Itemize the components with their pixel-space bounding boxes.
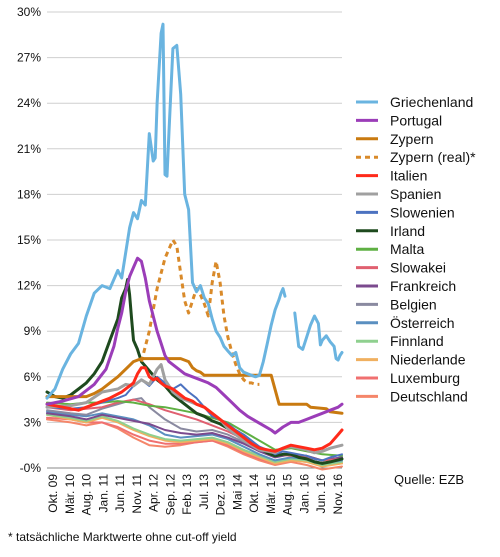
x-tick-label: Okt. 14 — [247, 474, 261, 513]
legend-label: Spanien — [390, 186, 441, 202]
legend-label: Deutschland — [390, 388, 468, 404]
series-line-irland — [45, 278, 344, 465]
legend-label: Malta — [390, 241, 424, 257]
legend-label: Italien — [390, 168, 427, 184]
y-tick-label: 3% — [24, 415, 42, 429]
x-tick-label: Jan. 16 — [297, 474, 311, 514]
series-line-slowakei — [46, 398, 343, 462]
legend-label: Slowakei — [390, 260, 446, 276]
x-tick-label: Jun. 11 — [113, 474, 127, 513]
series-line-niederlande — [46, 413, 343, 468]
y-tick-label: 9% — [24, 324, 42, 338]
y-tick-label: 24% — [17, 96, 41, 110]
series-line-portugal — [45, 256, 344, 435]
legend-label: Frankreich — [390, 278, 456, 294]
legend-label: Zypern (real)* — [390, 149, 476, 165]
x-tick-label: Aug. 10 — [80, 474, 94, 516]
y-tick-label: 15% — [17, 233, 41, 247]
footnote: * tatsächliche Marktwerte ohne cut-off y… — [8, 530, 237, 544]
legend-label: Zypern — [390, 131, 434, 147]
series-line-griechenland — [45, 22, 287, 400]
legend-label: Griechenland — [390, 94, 473, 110]
x-tick-label: Aug. 15 — [281, 474, 295, 516]
legend-label: Irland — [390, 223, 425, 239]
legend-label: Slowenien — [390, 204, 455, 220]
x-tick-label: Nov. 16 — [331, 474, 345, 515]
legend-label: Finnland — [390, 333, 444, 349]
y-tick-label: -0% — [20, 461, 42, 475]
chart-legend: Griechenland Portugal Zypern Zypern (real)*… — [356, 94, 476, 404]
y-axis-ticks: -0% 3% 6% 9% 12% 15% 18% 21% 24% 27% 30% — [17, 5, 41, 475]
legend-label: Belgien — [390, 296, 437, 312]
legend-label: Österreich — [390, 314, 455, 331]
x-tick-label: Mai 14 — [230, 474, 244, 510]
x-tick-label: Mär. 10 — [63, 474, 77, 514]
y-tick-label: 18% — [17, 187, 41, 201]
x-tick-label: Apr. 12 — [147, 474, 161, 512]
series-line-finnland — [46, 413, 343, 466]
x-tick-label: Okt. 09 — [46, 474, 60, 513]
series-line-slowenien — [46, 375, 343, 462]
x-tick-label: Jan. 11 — [96, 474, 110, 513]
x-tick-label: Sep. 12 — [163, 474, 177, 516]
x-tick-label: Feb. 13 — [180, 474, 194, 515]
y-tick-label: 30% — [17, 5, 41, 19]
chart-series — [45, 22, 344, 471]
legend-label: Niederlande — [390, 352, 466, 368]
x-tick-label: Jul. 13 — [197, 474, 211, 510]
x-tick-label: Mär. 15 — [264, 474, 278, 514]
x-tick-label: Nov. 11 — [130, 474, 144, 514]
source-label: Quelle: EZB — [394, 472, 465, 487]
series-line-italien — [45, 366, 344, 453]
series-line-zypern-real- — [139, 238, 260, 386]
y-tick-label: 6% — [24, 370, 42, 384]
y-tick-label: 12% — [17, 279, 41, 293]
series-line-zypern — [45, 357, 344, 415]
x-tick-label: Dez. 13 — [214, 474, 228, 516]
y-tick-label: 21% — [17, 142, 41, 156]
legend-label: Luxemburg — [390, 370, 460, 386]
series-line-griechenland — [293, 311, 344, 362]
x-tick-label: Jun. 16 — [314, 474, 328, 514]
series-line-österreich — [46, 410, 343, 465]
legend-label: Portugal — [390, 112, 442, 128]
y-tick-label: 27% — [17, 51, 41, 65]
x-axis-ticks: Okt. 09 Mär. 10 Aug. 10 Jan. 11 Jun. 11 Nov. … — [46, 474, 345, 516]
